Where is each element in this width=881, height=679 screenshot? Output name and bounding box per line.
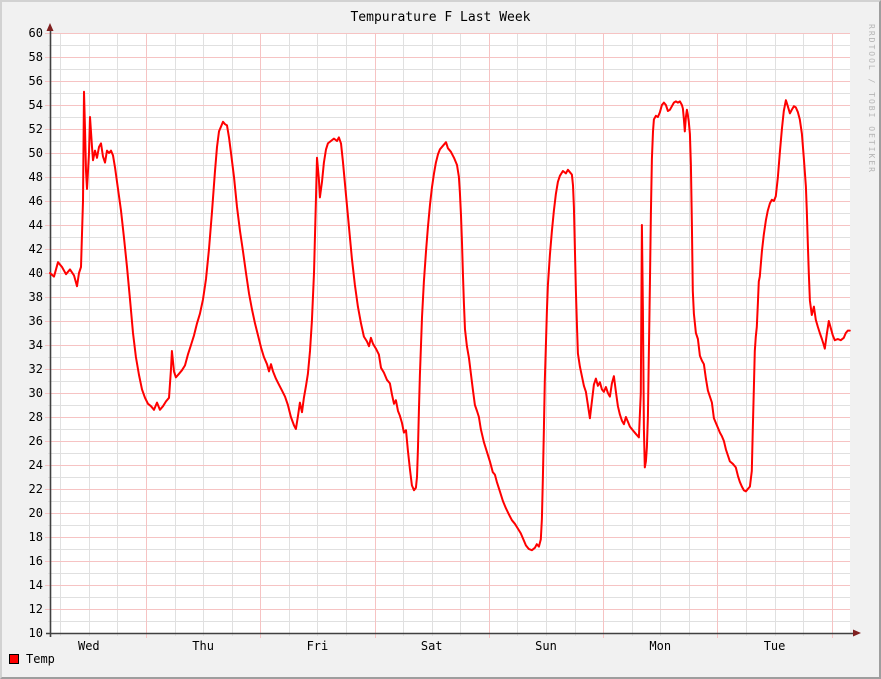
y-axis-label: 44 [29,218,43,232]
y-axis-label: 54 [29,98,43,112]
y-axis-label: 24 [29,458,43,472]
temp-series-line [49,90,851,552]
y-axis-label: 28 [29,410,43,424]
y-axis-label: 34 [29,338,43,352]
y-axis-label: 50 [29,146,43,160]
y-axis-label: 48 [29,170,43,184]
grid-major [45,33,850,638]
x-axis-label: Sun [535,639,557,653]
x-axis-label: Tue [764,639,786,653]
y-axis-label: 42 [29,242,43,256]
axes [46,23,861,637]
y-axis-label: 52 [29,122,43,136]
x-axis-label: Fri [307,639,329,653]
y-axis-label: 30 [29,386,43,400]
y-axis-label: 18 [29,530,43,544]
y-axis-label: 10 [29,626,43,640]
y-axis-label: 12 [29,602,43,616]
y-axis-label: 46 [29,194,43,208]
y-axis-label: 56 [29,74,43,88]
y-axis-label: 20 [29,506,43,520]
y-axis-arrow-icon [46,23,54,31]
chart-title: Tempurature F Last Week [350,10,531,25]
y-axis-label: 22 [29,482,43,496]
x-axis-label: Wed [78,639,100,653]
rrdtool-watermark: RRDTOOL / TOBI OETIKER [867,24,876,174]
y-axis-label: 58 [29,50,43,64]
x-axis-arrow-icon [853,629,861,637]
legend-label: Temp [26,652,55,666]
legend: Temp [9,652,55,666]
y-axis-label: 16 [29,554,43,568]
y-axis-label: 38 [29,290,43,304]
y-axis-label: 60 [29,26,43,40]
y-axis-label: 36 [29,314,43,328]
y-axis-labels: 60 58 56 54 52 50 48 46 44 42 40 38 36 34 32 30 28 26 24 22… [29,26,43,640]
x-axis-label: Thu [192,639,214,653]
grid-minor [48,33,850,636]
x-axis-labels: Wed Thu Fri Sat Sun Mon Tue [78,639,785,653]
y-axis-label: 32 [29,362,43,376]
y-axis-label: 14 [29,578,43,592]
x-axis-label: Mon [649,639,671,653]
y-axis-label: 40 [29,266,43,280]
y-axis-label: 26 [29,434,43,448]
x-axis-label: Sat [421,639,443,653]
legend-swatch-icon [9,654,19,664]
